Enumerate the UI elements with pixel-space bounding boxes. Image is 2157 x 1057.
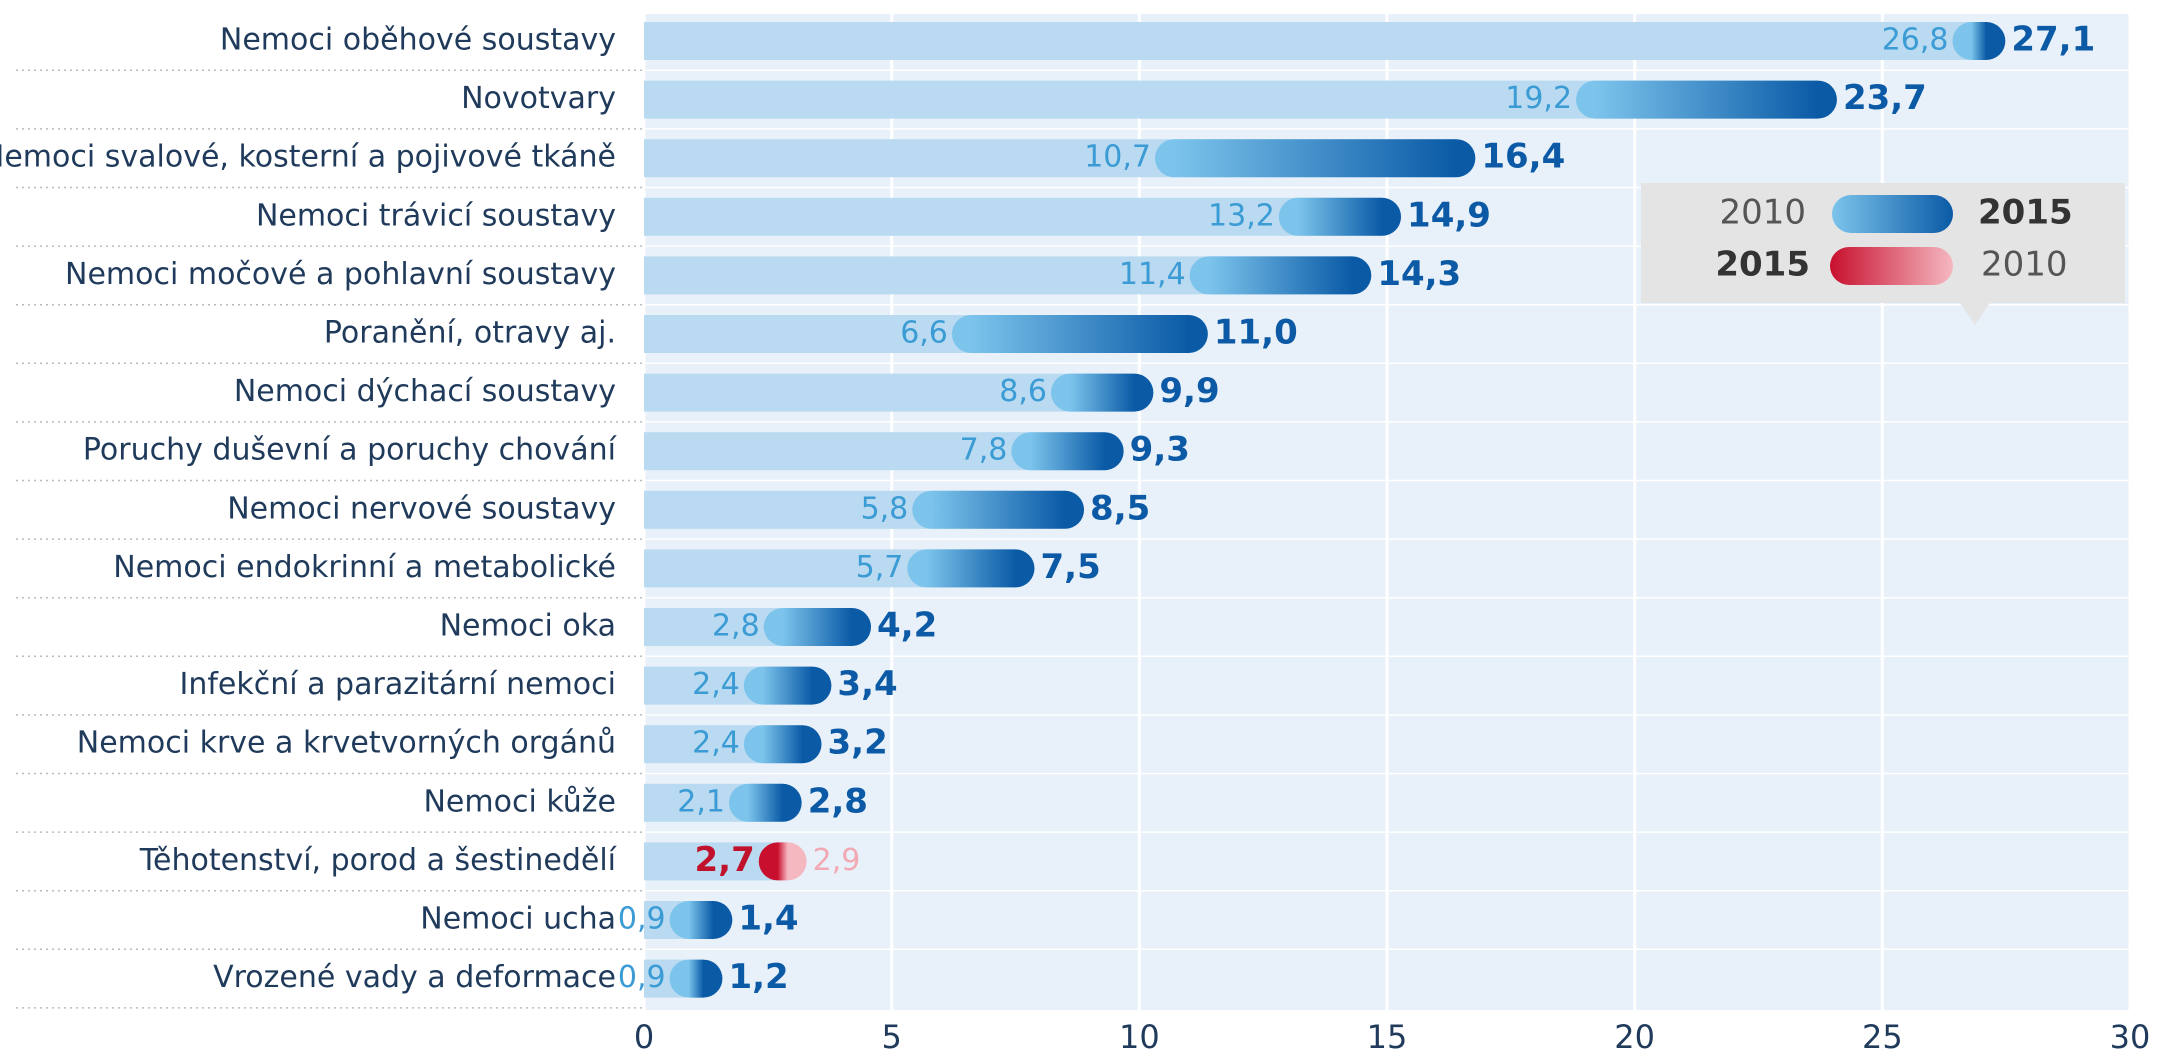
change-pill (907, 549, 1034, 587)
value-label: 2,8 (808, 781, 868, 821)
category-label: Nemoci močové a pohlavní soustavy (65, 257, 616, 292)
chart: Nemoci oběhové soustavy 26,8 27,1 Novotvary… (0, 0, 2157, 1057)
change-pill (1279, 198, 1401, 236)
change-pill (1190, 256, 1372, 294)
value-label: 11,4 (1119, 257, 1186, 292)
change-pill (744, 667, 832, 705)
value-label: 16,4 (1481, 137, 1565, 177)
value-label: 2,4 (692, 726, 740, 761)
category-label: Infekční a parazitární nemoci (180, 667, 617, 702)
x-tick-label: 20 (1614, 1018, 1655, 1056)
change-pill (1011, 432, 1123, 470)
category-label: Vrozené vady a deformace (213, 960, 616, 995)
category-label: Nemoci dýchací soustavy (234, 374, 616, 409)
change-pill (764, 608, 871, 646)
category-label: Nemoci kůže (423, 784, 616, 819)
value-label: 5,7 (856, 550, 904, 585)
change-pill (759, 842, 807, 880)
legend-label: 2015 (1978, 193, 2073, 233)
legend-label: 2015 (1715, 245, 1810, 285)
value-label: 9,3 (1130, 430, 1190, 470)
category-label: Těhotenství, porod a šestinedělí (139, 843, 618, 878)
value-label: 2,7 (695, 840, 755, 880)
value-label: 2,8 (712, 609, 760, 644)
category-label: Nemoci oka (440, 609, 616, 644)
change-pill (1952, 22, 2005, 60)
value-label: 19,2 (1505, 81, 1572, 116)
category-label: Nemoci svalové, kosterní a pojivové tkán… (0, 140, 616, 175)
value-label: 10,7 (1084, 140, 1151, 175)
change-pill (729, 784, 802, 822)
category-label: Novotvary (461, 81, 616, 116)
category-label: Poranění, otravy aj. (324, 316, 616, 351)
category-label: Poruchy duševní a poruchy chování (83, 433, 618, 468)
value-label: 4,2 (877, 606, 937, 646)
category-label: Nemoci krve a krvetvorných orgánů (77, 726, 616, 761)
value-label: 1,4 (738, 899, 798, 939)
value-label: 0,9 (618, 960, 666, 995)
value-label: 26,8 (1882, 23, 1949, 58)
x-tick-label: 30 (2110, 1018, 2151, 1056)
change-pill (670, 901, 733, 939)
value-label: 5,8 (861, 491, 909, 526)
category-label: Nemoci nervové soustavy (227, 491, 616, 526)
value-label: 11,0 (1214, 313, 1298, 353)
value-label: 14,3 (1377, 254, 1461, 294)
change-pill (670, 960, 723, 998)
x-tick-label: 0 (634, 1018, 654, 1056)
x-tick-label: 5 (881, 1018, 901, 1056)
change-pill (1155, 139, 1475, 177)
change-pill (744, 725, 822, 763)
x-tick-label: 15 (1367, 1018, 1408, 1056)
value-label: 7,5 (1041, 547, 1101, 587)
value-label: 2,9 (813, 843, 861, 878)
category-label: Nemoci ucha (420, 902, 616, 937)
value-label: 13,2 (1208, 198, 1275, 233)
legend-label: 2010 (1719, 193, 1806, 233)
change-pill (952, 315, 1208, 353)
value-label: 23,7 (1843, 78, 1927, 118)
value-label: 14,9 (1407, 195, 1491, 235)
category-label: Nemoci oběhové soustavy (220, 23, 616, 58)
value-label: 2,4 (692, 667, 740, 702)
value-label: 6,6 (900, 316, 948, 351)
value-label: 3,4 (837, 664, 897, 704)
value-label: 1,2 (728, 957, 788, 997)
value-label: 7,8 (960, 433, 1008, 468)
value-label: 9,9 (1159, 371, 1219, 411)
change-pill (1051, 374, 1153, 412)
legend-label: 2010 (1981, 245, 2068, 285)
value-label: 0,9 (618, 902, 666, 937)
legend-swatch (1830, 247, 1953, 285)
category-label: Nemoci trávicí soustavy (256, 198, 616, 233)
value-label: 2,1 (677, 784, 725, 819)
change-pill (912, 491, 1084, 529)
value-label: 8,5 (1090, 488, 1150, 528)
legend-swatch (1832, 195, 1953, 233)
change-pill (1576, 81, 1837, 119)
track-bar (644, 22, 1986, 60)
x-tick-label: 25 (1862, 1018, 1903, 1056)
value-label: 8,6 (999, 374, 1047, 409)
category-label: Nemoci endokrinní a metabolické (113, 550, 616, 585)
value-label: 3,2 (828, 723, 888, 763)
x-tick-label: 10 (1119, 1018, 1160, 1056)
value-label: 27,1 (2011, 20, 2095, 60)
